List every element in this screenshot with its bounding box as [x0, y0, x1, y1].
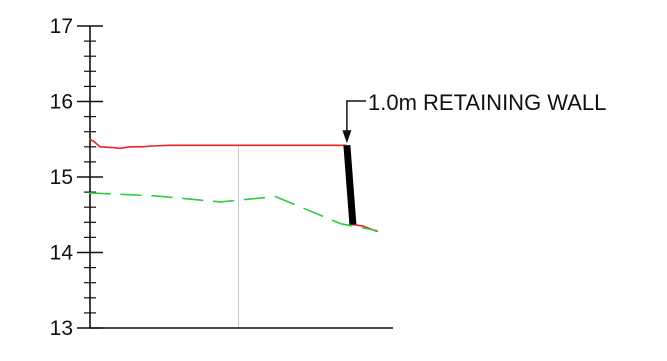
series-layer: [89, 138, 378, 233]
y-axis-ticks: [77, 25, 103, 329]
retaining-wall-layer: [343, 145, 357, 225]
series-line-existing: [89, 192, 378, 232]
leader-arrow-head: [342, 130, 352, 144]
y-tick-label: 14: [50, 242, 74, 265]
series-line-finished: [89, 138, 347, 150]
retaining-wall-label: 1.0m RETAINING WALL: [368, 90, 606, 115]
y-axis-labels: 13 14 15 16 17: [50, 15, 74, 340]
retaining-wall: [343, 145, 357, 225]
annotation-layer: 1.0m RETAINING WALL: [342, 90, 606, 144]
y-tick-label: 17: [50, 15, 73, 38]
y-tick-label: 15: [50, 166, 73, 189]
y-tick-label: 16: [50, 91, 73, 114]
y-tick-label: 13: [50, 317, 73, 340]
leader-line: [346, 100, 366, 135]
